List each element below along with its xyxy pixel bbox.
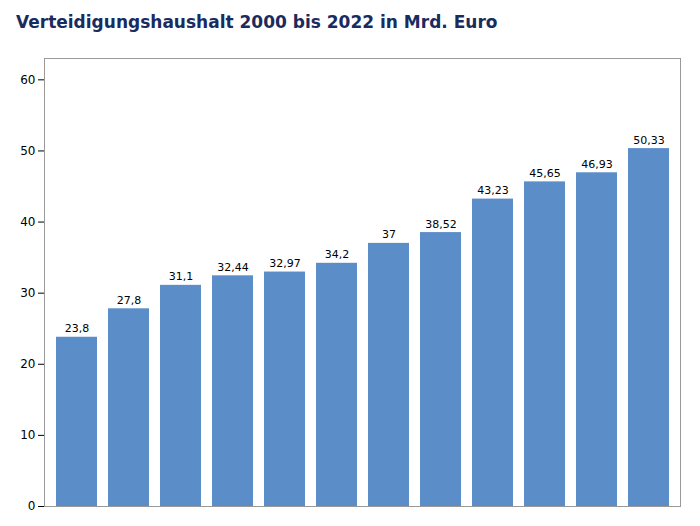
svg-text:31,1: 31,1 [169,270,194,283]
svg-text:40: 40 [20,215,35,229]
svg-text:30: 30 [20,286,35,300]
svg-text:27,8: 27,8 [117,294,142,307]
svg-text:20: 20 [20,357,35,371]
svg-text:43,23: 43,23 [477,184,509,197]
svg-text:37: 37 [382,228,396,241]
svg-text:60: 60 [20,73,35,87]
svg-text:34,2: 34,2 [325,248,350,261]
html-text:Verteidigungshaushalt 2000 bis: Verteidigungshaushalt 2000 bis 2022 in M… [16,12,498,32]
svg-text:50: 50 [20,144,35,158]
svg-text:23,8: 23,8 [65,322,90,335]
svg-text:38,52: 38,52 [425,218,457,231]
svg-text:46,93: 46,93 [581,158,613,171]
svg-text:50,33: 50,33 [633,134,665,147]
svg-text:10: 10 [20,428,35,442]
svg-text:32,44: 32,44 [217,261,249,274]
svg-text:0: 0 [28,499,36,513]
svg-text:45,65: 45,65 [529,167,561,180]
svg-text:32,97: 32,97 [269,257,301,270]
